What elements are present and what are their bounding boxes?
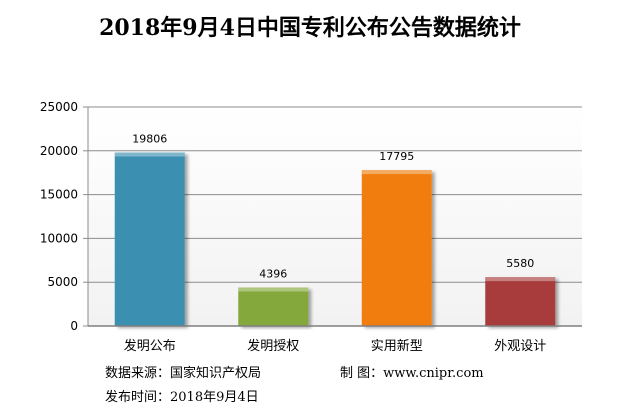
y-tick-label: 5000: [47, 275, 78, 289]
chart-maker: 制 图：www.cnipr.com: [340, 362, 484, 381]
bar-highlight: [238, 287, 308, 291]
x-tick-label: 发明公布: [124, 338, 176, 354]
date-value: 2018年9月4日: [170, 390, 259, 405]
date-label: 发布时间：: [105, 390, 170, 405]
source-value: 国家知识产权局: [170, 366, 261, 381]
y-tick-label: 15000: [40, 188, 78, 202]
bar-4: [485, 277, 555, 326]
x-tick-label: 实用新型: [371, 338, 423, 354]
bar-highlight: [485, 277, 555, 281]
y-tick-label: 10000: [40, 231, 78, 245]
y-axis: 0 5000 10000 15000 20000 25000: [40, 100, 88, 333]
data-label: 17795: [379, 150, 414, 163]
x-axis: 发明公布 发明授权 实用新型 外观设计: [88, 326, 582, 354]
y-tick-label: 20000: [40, 144, 78, 158]
maker-value: www.cnipr.com: [383, 366, 483, 381]
bar: [485, 277, 555, 326]
publish-date: 发布时间：2018年9月4日: [105, 386, 259, 405]
source-label: 数据来源：: [105, 366, 170, 381]
bar-2: [238, 287, 308, 326]
x-tick-label: 外观设计: [494, 339, 546, 354]
y-tick-label: 25000: [40, 100, 78, 114]
bar-1: [115, 152, 185, 326]
bar: [115, 152, 185, 326]
bar-highlight: [362, 170, 432, 174]
data-label: 5580: [506, 257, 534, 270]
x-tick-label: 发明授权: [247, 338, 299, 354]
maker-label: 制 图：: [340, 366, 383, 381]
data-label: 4396: [259, 267, 287, 280]
data-source: 数据来源：国家知识产权局 制 图：www.cnipr.com: [105, 362, 261, 381]
bar-highlight: [115, 152, 185, 156]
bar-3: [362, 170, 432, 326]
bar: [362, 170, 432, 326]
y-tick-label: 0: [70, 319, 78, 333]
data-label: 19806: [132, 132, 167, 145]
bar: [238, 287, 308, 326]
